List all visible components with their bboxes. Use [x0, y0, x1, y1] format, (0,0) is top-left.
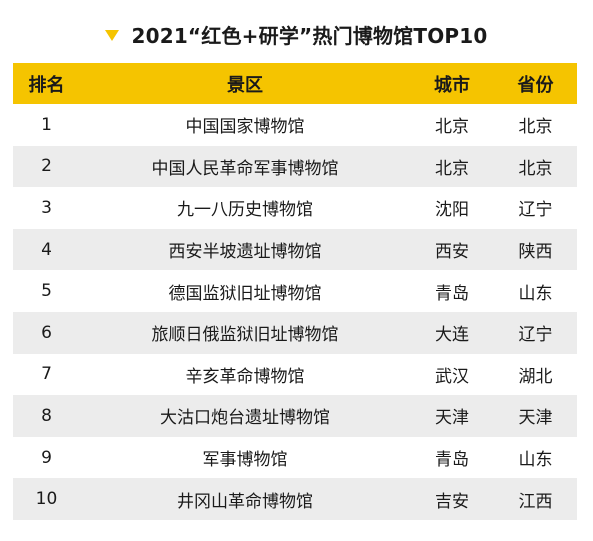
cell-province: 江西 — [518, 491, 553, 512]
cell-rank: 4 — [41, 239, 52, 260]
cell-rank: 10 — [35, 489, 58, 510]
column-header-province: 省份 — [517, 74, 554, 96]
cell-rank: 9 — [41, 447, 52, 468]
ranking-table: 排名 景区 城市 省份 1 中国国家博物馆 北京 北京 2 中国人民革命军事博物… — [13, 63, 577, 520]
table-header-row: 排名 景区 城市 省份 — [13, 63, 577, 104]
cell-city: 北京 — [435, 158, 469, 179]
table-row: 2 中国人民革命军事博物馆 北京 北京 — [13, 145, 577, 188]
cell-rank: 3 — [41, 197, 52, 218]
cell-city: 青岛 — [435, 450, 469, 471]
page-title: 2021“红色+研学”热门博物馆TOP10 — [131, 23, 488, 48]
cell-city: 大连 — [435, 325, 469, 346]
cell-city: 天津 — [435, 408, 469, 429]
column-header-spot: 景区 — [227, 74, 263, 96]
table-title-bar: 2021“红色+研学”热门博物馆TOP10 — [0, 14, 593, 54]
cell-rank: 1 — [41, 114, 52, 135]
cell-rank: 8 — [41, 405, 52, 426]
cell-province: 北京 — [518, 158, 553, 179]
cell-spot: 军事博物馆 — [202, 450, 288, 471]
cell-spot: 西安半坡遗址博物馆 — [168, 242, 322, 263]
cell-spot: 中国国家博物馆 — [185, 117, 305, 138]
table-row: 7 辛亥革命博物馆 武汉 湖北 — [13, 354, 577, 396]
table-row: 10 井冈山革命博物馆 吉安 江西 — [13, 478, 577, 520]
cell-spot: 九一八历史博物馆 — [177, 200, 313, 221]
cell-rank: 6 — [41, 322, 52, 343]
cell-province: 陕西 — [518, 242, 553, 263]
table-row: 9 军事博物馆 青岛 山东 — [13, 437, 577, 479]
cell-spot: 大沽口炮台遗址博物馆 — [160, 408, 330, 429]
cell-province: 北京 — [518, 117, 553, 138]
cell-city: 北京 — [435, 117, 469, 138]
column-header-rank: 排名 — [28, 74, 65, 96]
cell-province: 湖北 — [518, 366, 553, 387]
cell-rank: 5 — [41, 281, 52, 302]
table-row: 1 中国国家博物馆 北京 北京 — [13, 104, 577, 146]
cell-province: 天津 — [518, 408, 553, 429]
cell-spot: 中国人民革命军事博物馆 — [151, 158, 339, 179]
cell-spot: 井冈山革命博物馆 — [177, 491, 313, 512]
table-row: 3 九一八历史博物馆 沈阳 辽宁 — [13, 187, 577, 229]
cell-city: 武汉 — [435, 366, 469, 387]
cell-spot: 德国监狱旧址博物馆 — [168, 283, 322, 304]
cell-spot: 旅顺日俄监狱旧址博物馆 — [151, 325, 339, 346]
cell-province: 辽宁 — [518, 200, 553, 221]
table-row: 6 旅顺日俄监狱旧址博物馆 大连 辽宁 — [13, 311, 577, 354]
cell-province: 辽宁 — [518, 325, 553, 346]
cell-city: 青岛 — [435, 283, 469, 304]
cell-rank: 7 — [41, 364, 52, 385]
cell-spot: 辛亥革命博物馆 — [185, 366, 305, 387]
cell-city: 沈阳 — [435, 200, 469, 221]
cell-rank: 2 — [41, 156, 52, 177]
cell-city: 吉安 — [435, 491, 469, 512]
cell-city: 西安 — [435, 242, 469, 263]
table-row: 5 德国监狱旧址博物馆 青岛 山东 — [13, 270, 577, 312]
triangle-down-icon — [105, 29, 120, 41]
table-row: 8 大沽口炮台遗址博物馆 天津 天津 — [13, 395, 577, 437]
column-header-city: 城市 — [434, 74, 470, 96]
cell-province: 山东 — [518, 283, 553, 304]
cell-province: 山东 — [518, 450, 553, 471]
table-row: 4 西安半坡遗址博物馆 西安 陕西 — [13, 228, 577, 271]
